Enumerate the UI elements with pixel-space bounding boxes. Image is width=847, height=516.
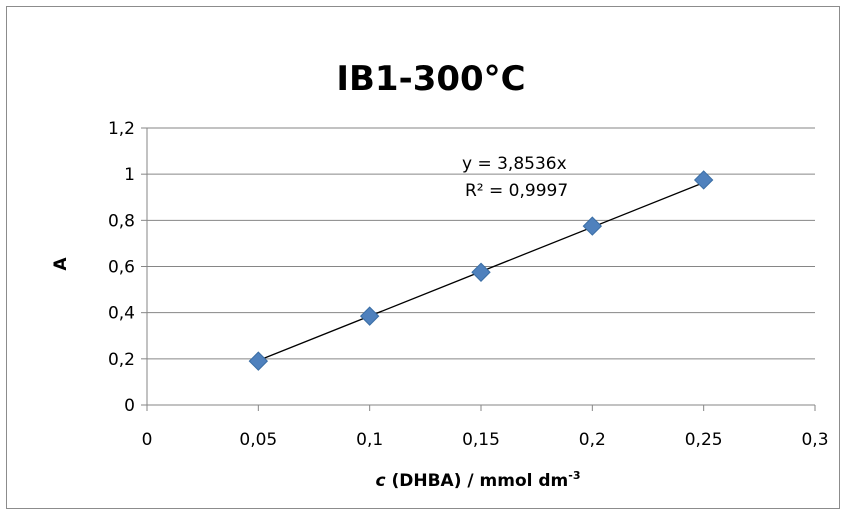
data-point-marker [582,216,603,236]
data-points [248,170,714,371]
y-tick-label: 1,2 [108,119,135,139]
trendline-r-squared: R² = 0,9997 [465,181,568,201]
x-tick-label: 0,3 [801,430,828,450]
chart-frame: IB1-300°C 0 0,2 0,4 0,6 0,8 1 1,2 0 0,05 0,1 0,15… [6,6,840,509]
x-tick-label: 0,15 [462,430,500,450]
x-tick-labels: 0 0,05 0,1 0,15 0,2 0,25 0,3 [142,430,829,450]
y-tick-labels: 0 0,2 0,4 0,6 0,8 1 1,2 [108,119,135,416]
chart-svg: IB1-300°C 0 0,2 0,4 0,6 0,8 1 1,2 0 0,05 0,1 0,15… [51,59,829,491]
x-axis-label-superscript: -3 [568,469,580,482]
data-point-marker [359,306,380,326]
trendline-equation: y = 3,8536x [462,154,567,174]
y-tick-label: 0,2 [108,350,135,370]
y-tick-label: 0,6 [108,258,135,278]
x-axis-label-main: (DHBA) / mmol dm [386,471,569,491]
y-axis-label: A [51,257,71,271]
data-point-marker [693,170,714,190]
y-tick-label: 0,4 [108,304,135,324]
x-tick-label: 0,2 [579,430,606,450]
y-tick-label: 1 [124,165,135,185]
x-tick-label: 0,05 [239,430,277,450]
data-point-marker [471,262,491,282]
y-tick-label: 0 [124,396,135,416]
data-point-marker [248,351,269,371]
x-tick-label: 0,1 [356,430,383,450]
axes [141,127,816,411]
x-tick-label: 0,25 [685,430,723,450]
x-axis-label: c (DHBA) / mmol dm-3 [375,469,580,491]
chart-title: IB1-300°C [336,59,525,99]
x-axis-label-italic: c [375,471,385,491]
y-tick-label: 0,8 [108,211,135,231]
x-tick-label: 0 [142,430,153,450]
